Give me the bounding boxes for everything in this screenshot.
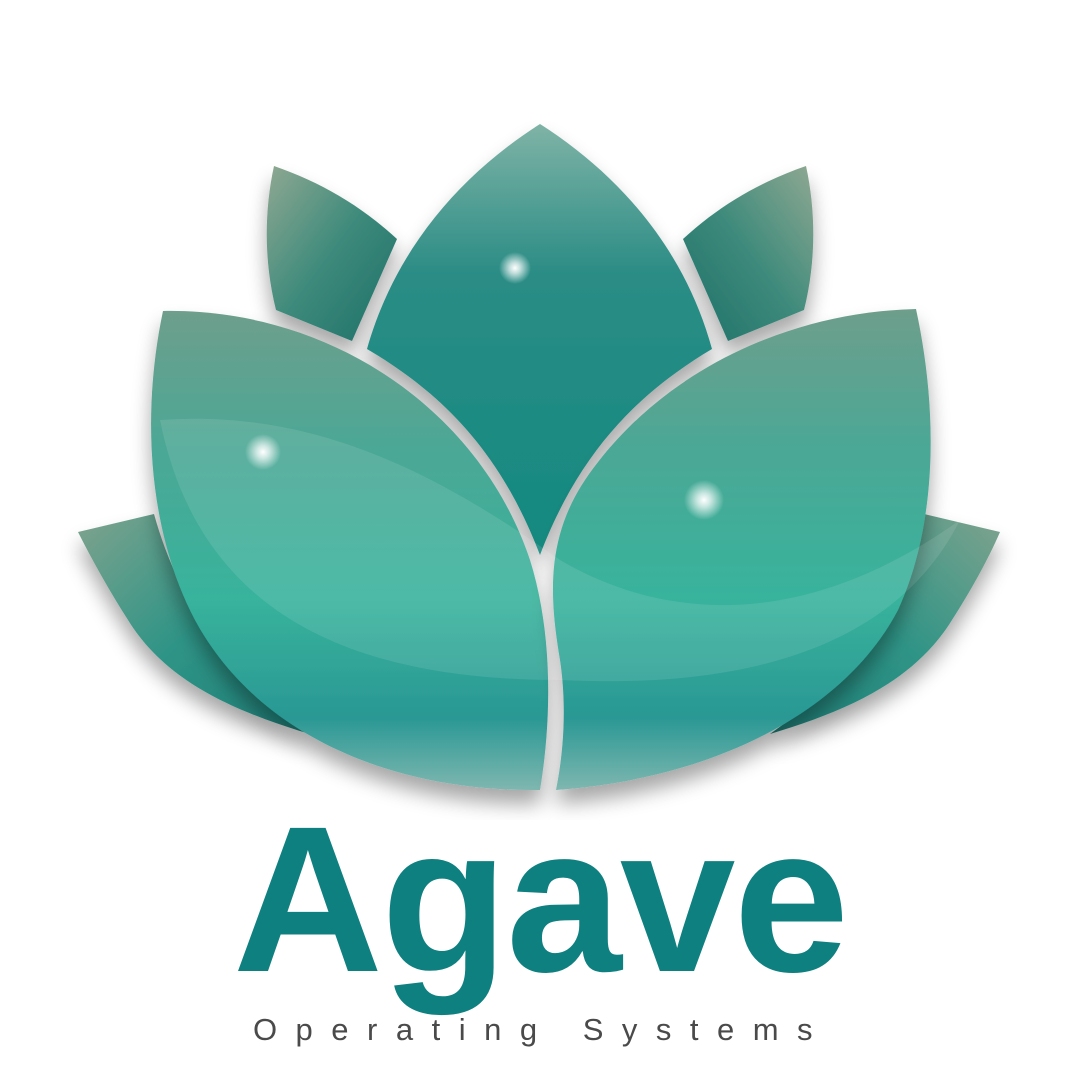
petal-back-right [683, 166, 814, 341]
tagline: Operating Systems [252, 1012, 832, 1047]
petal-front-left [151, 310, 549, 791]
glint-top [499, 252, 531, 284]
petal-top-center [367, 124, 712, 555]
lotus-flower-icon [78, 124, 1000, 791]
glint-right [684, 480, 724, 520]
petal-sheen [160, 418, 960, 682]
petal-front-right [552, 309, 931, 790]
brand-name: Agave [232, 784, 849, 1016]
petal-back-left [266, 166, 397, 341]
petal-outer-left [78, 514, 310, 734]
glint-left [245, 434, 281, 470]
